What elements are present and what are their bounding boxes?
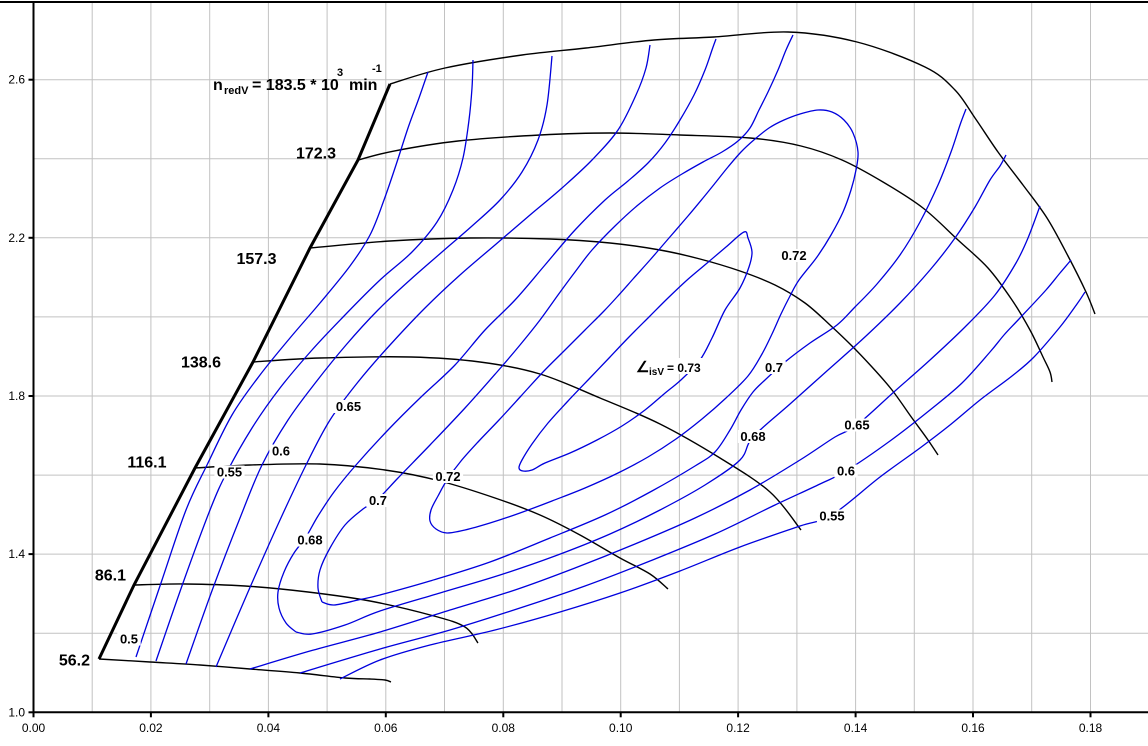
svg-text:0.68: 0.68	[297, 533, 322, 548]
svg-text:2.2: 2.2	[8, 231, 25, 245]
svg-text:1.0: 1.0	[8, 705, 25, 719]
svg-text:= 183.5 * 10: = 183.5 * 10	[252, 77, 339, 94]
svg-text:157.3: 157.3	[236, 251, 276, 268]
svg-text:0.55: 0.55	[819, 509, 844, 524]
svg-text:116.1: 116.1	[127, 455, 166, 472]
svg-text:redV: redV	[224, 85, 249, 97]
svg-text:0.65: 0.65	[336, 399, 361, 414]
svg-text:0.00: 0.00	[22, 721, 46, 735]
svg-text:0.55: 0.55	[217, 465, 242, 480]
svg-text:0.72: 0.72	[435, 469, 460, 484]
svg-text:0.6: 0.6	[272, 444, 290, 459]
svg-text:2.6: 2.6	[8, 73, 25, 87]
svg-text:0.02: 0.02	[139, 721, 163, 735]
svg-text:138.6: 138.6	[181, 355, 221, 372]
svg-text:0.04: 0.04	[257, 721, 281, 735]
svg-text:0.7: 0.7	[369, 493, 387, 508]
svg-text:86.1: 86.1	[95, 568, 126, 585]
svg-text:0.65: 0.65	[844, 418, 869, 433]
svg-text:0.72: 0.72	[781, 248, 806, 263]
svg-text:0.5: 0.5	[120, 632, 138, 647]
svg-text:0.06: 0.06	[374, 721, 398, 735]
svg-text:0.18: 0.18	[1079, 721, 1103, 735]
svg-text:= 0.73: = 0.73	[667, 361, 701, 375]
svg-text:1.4: 1.4	[8, 547, 25, 561]
svg-text:0.6: 0.6	[837, 464, 855, 479]
svg-text:0.12: 0.12	[726, 721, 750, 735]
svg-text:isV: isV	[649, 367, 664, 378]
svg-text:56.2: 56.2	[59, 653, 90, 670]
svg-text:0.7: 0.7	[765, 360, 783, 375]
svg-text:n: n	[213, 77, 223, 94]
svg-text:0.16: 0.16	[961, 721, 985, 735]
svg-text:3: 3	[337, 67, 343, 79]
svg-text:0.68: 0.68	[740, 429, 765, 444]
svg-text:1.8: 1.8	[8, 389, 25, 403]
svg-text:0.08: 0.08	[492, 721, 516, 735]
svg-text:0.10: 0.10	[609, 721, 633, 735]
svg-text:∠: ∠	[636, 359, 649, 376]
svg-text:min: min	[349, 77, 377, 94]
svg-text:172.3: 172.3	[296, 146, 336, 163]
svg-text:0.14: 0.14	[844, 721, 868, 735]
svg-text:-1: -1	[372, 63, 382, 75]
